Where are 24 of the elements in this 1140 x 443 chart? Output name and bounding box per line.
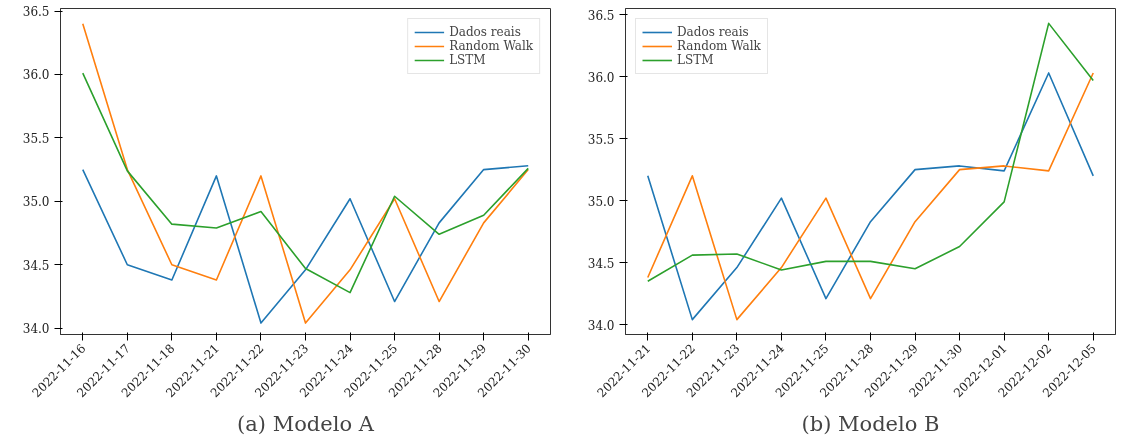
y-tick-label: 36.0: [22, 68, 50, 83]
y-tick-label: 36.5: [22, 5, 50, 20]
legend-label: LSTM: [449, 53, 486, 67]
y-tick-label: 34.5: [587, 256, 615, 271]
line-series: [81, 164, 530, 324]
y-tick-label: 36.0: [587, 70, 615, 85]
y-tick-label: 34.5: [22, 258, 50, 273]
line-series: [81, 72, 530, 294]
text: (b) Modelo B: [801, 411, 940, 436]
y-tick-label: 34.0: [587, 318, 615, 333]
y-tick-label: 35.0: [22, 195, 50, 210]
y-tick-label: 35.0: [587, 194, 615, 209]
line-series: [646, 72, 1095, 321]
legend-label: Random Walk: [449, 39, 533, 53]
y-tick-label: 34.0: [22, 322, 50, 337]
text: (a) Modelo A: [237, 411, 375, 436]
legend-label: Random Walk: [677, 39, 761, 53]
line-series: [646, 22, 1095, 282]
legend-label: Dados reais: [449, 25, 521, 39]
y-tick-label: 35.5: [22, 131, 50, 146]
y-tick-label: 36.5: [587, 8, 615, 23]
legend-label: LSTM: [677, 53, 714, 67]
y-tick-label: 35.5: [587, 132, 615, 147]
legend-label: Dados reais: [677, 25, 749, 39]
